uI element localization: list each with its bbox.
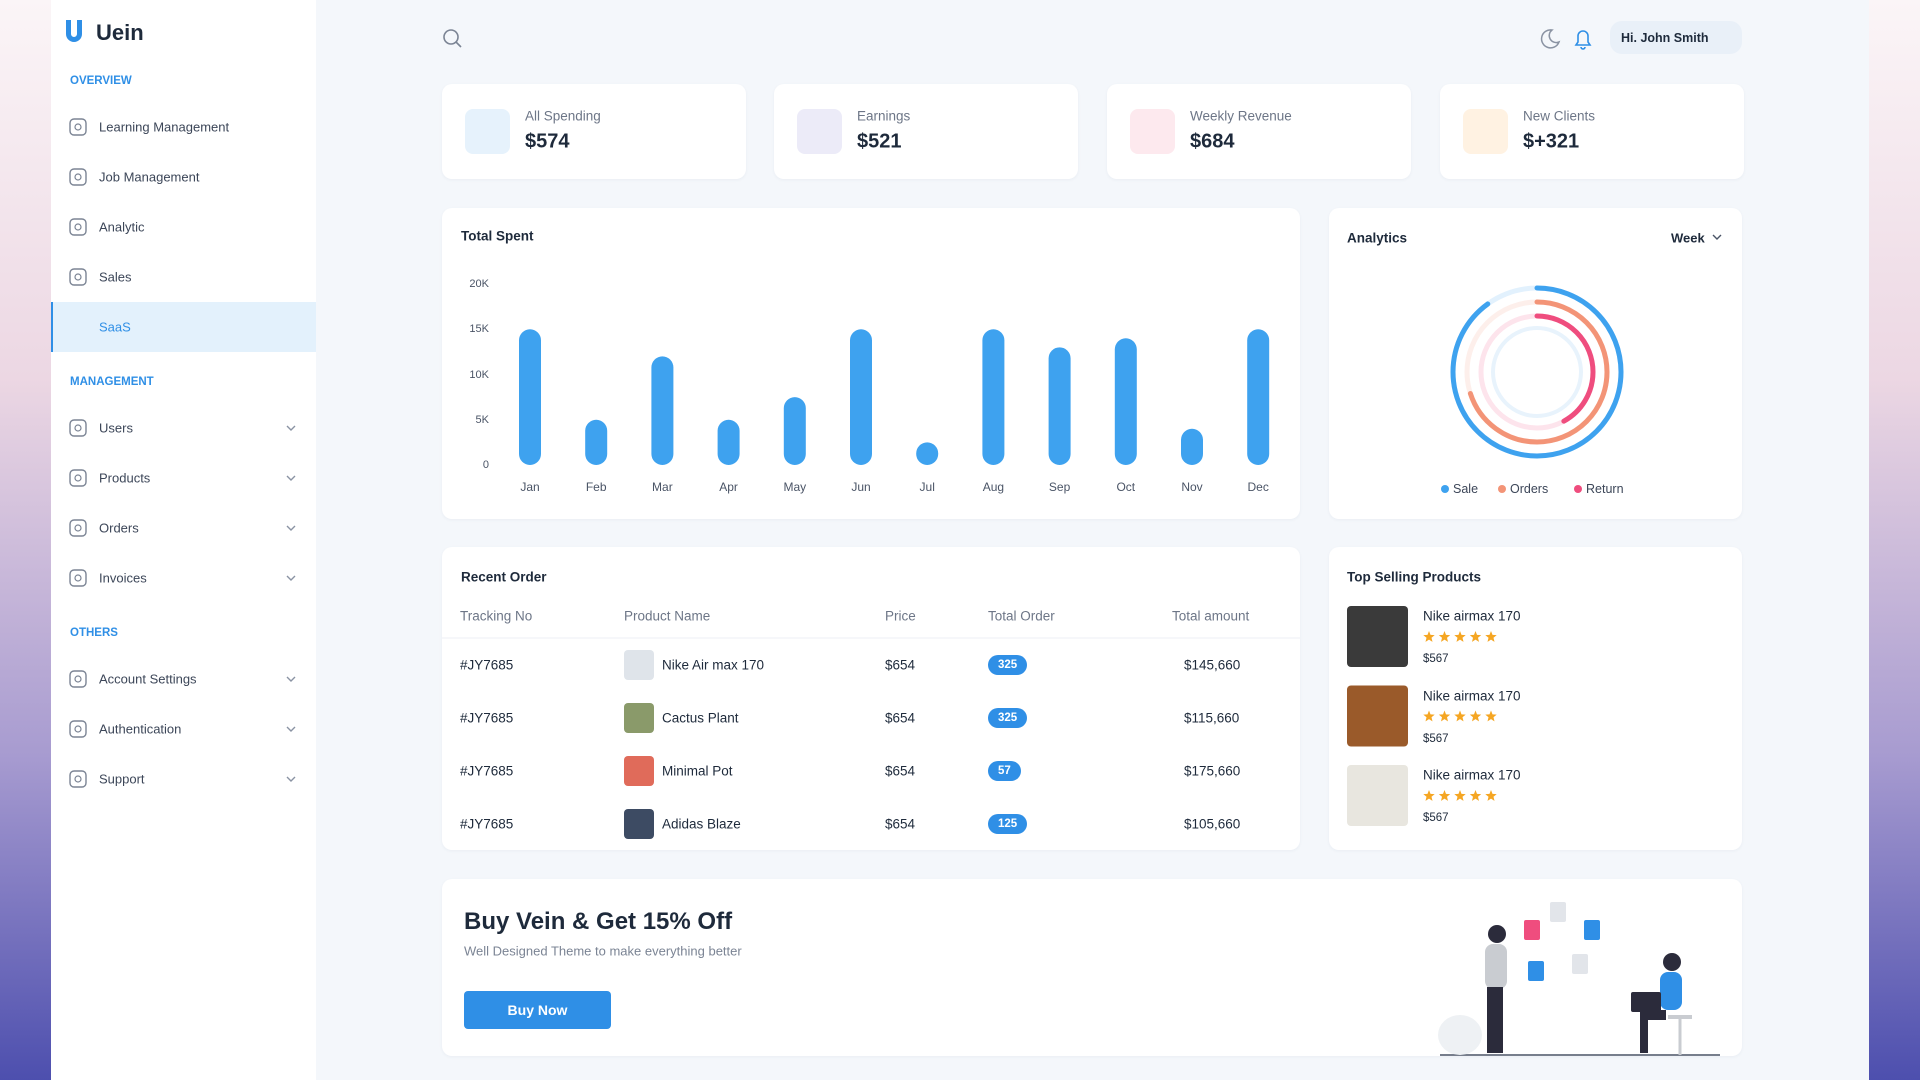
x-tick-label: Nov xyxy=(1181,480,1203,494)
nav-item[interactable]: Orders xyxy=(99,520,139,536)
stat-value: $684 xyxy=(1190,130,1235,153)
product-name: Nike airmax 170 xyxy=(1423,608,1521,624)
top-selling-card xyxy=(1329,547,1742,850)
period-select[interactable]: Week xyxy=(1671,230,1705,246)
product-name: Nike Air max 170 xyxy=(662,657,765,673)
nav-item[interactable]: Products xyxy=(99,470,151,486)
tracking-no: #JY7685 xyxy=(460,657,514,673)
nav-item[interactable]: Sales xyxy=(99,269,132,285)
total-spent-card xyxy=(442,208,1300,519)
y-tick-label: 5K xyxy=(475,413,489,426)
legend-label: Return xyxy=(1586,482,1624,496)
x-tick-label: Feb xyxy=(585,480,607,494)
nav-item[interactable]: Analytic xyxy=(99,219,145,235)
legend-label: Sale xyxy=(1453,482,1479,496)
product-name: Minimal Pot xyxy=(662,763,733,779)
column-header: Total amount xyxy=(1172,608,1250,624)
column-header: Tracking No xyxy=(460,608,533,624)
y-tick-label: 0 xyxy=(482,459,489,471)
stat-value: $+321 xyxy=(1523,130,1580,153)
banner-title: Buy Vein & Get 15% Off xyxy=(464,908,733,935)
analytics-card xyxy=(1329,208,1742,519)
price: $654 xyxy=(885,657,916,673)
order-badge: 125 xyxy=(988,814,1028,834)
y-tick-label: 15K xyxy=(469,323,489,336)
tracking-no: #JY7685 xyxy=(460,763,514,779)
x-tick-label: Apr xyxy=(719,480,738,494)
nav-item[interactable]: Job Management xyxy=(99,169,200,185)
total-amount: $105,660 xyxy=(1184,816,1241,832)
x-tick-label: May xyxy=(783,480,807,494)
order-badge: 325 xyxy=(988,708,1028,728)
stat-icon-box xyxy=(1130,109,1175,154)
x-tick-label: Mar xyxy=(652,480,673,494)
product-name: Nike airmax 170 xyxy=(1423,688,1521,703)
x-tick-label: Dec xyxy=(1247,480,1269,494)
user-pill[interactable] xyxy=(1610,21,1742,54)
x-tick-label: Jul xyxy=(919,480,935,494)
total-amount: $175,660 xyxy=(1184,763,1241,779)
sidebar xyxy=(51,0,316,1080)
y-tick-label: 20K xyxy=(469,278,489,290)
column-header: Price xyxy=(885,608,916,624)
product-price: $567 xyxy=(1423,812,1449,824)
nav-item[interactable]: Invoices xyxy=(99,570,147,586)
analytics-title: Analytics xyxy=(1347,230,1408,246)
top-selling-title: Top Selling Products xyxy=(1347,569,1482,585)
x-tick-label: Jun xyxy=(851,480,871,494)
stat-label: New Clients xyxy=(1523,108,1596,124)
stat-label: Weekly Revenue xyxy=(1190,108,1292,124)
stat-icon-box xyxy=(465,109,510,154)
section-heading: OVERVIEW xyxy=(70,75,132,87)
product-price: $567 xyxy=(1423,653,1449,665)
banner-subtitle: Well Designed Theme to make everything b… xyxy=(464,943,742,959)
price: $654 xyxy=(885,710,916,726)
order-badge: 325 xyxy=(988,655,1028,675)
nav-item[interactable]: Support xyxy=(99,771,145,787)
stat-icon-box xyxy=(797,109,842,154)
product-name: Adidas Blaze xyxy=(662,816,741,832)
product-name: Nike airmax 170 xyxy=(1423,767,1521,783)
stat-value: $521 xyxy=(857,130,902,153)
table-title: Recent Order xyxy=(461,569,547,585)
recent-order-card xyxy=(442,547,1300,850)
legend-label: Orders xyxy=(1510,482,1549,496)
column-header: Total Order xyxy=(988,608,1055,624)
banner-card xyxy=(442,879,1742,1056)
nav-item[interactable]: Authentication xyxy=(99,721,182,737)
price: $654 xyxy=(885,763,916,779)
product-price: $567 xyxy=(1423,732,1449,745)
active-highlight xyxy=(51,302,316,352)
chart-title: Total Spent xyxy=(461,228,534,244)
x-tick-label: Sep xyxy=(1048,480,1071,494)
nav-item[interactable]: Account Settings xyxy=(99,671,197,687)
order-badge: 57 xyxy=(988,761,1021,781)
x-tick-label: Oct xyxy=(1116,480,1136,494)
section-heading: OTHERS xyxy=(70,627,118,639)
total-amount: $115,660 xyxy=(1184,710,1240,726)
column-header: Product Name xyxy=(624,608,711,624)
product-name: Cactus Plant xyxy=(662,710,739,726)
x-tick-label: Aug xyxy=(982,480,1005,494)
x-tick-label: Jan xyxy=(520,480,540,494)
stat-label: Earnings xyxy=(857,108,911,124)
stat-icon-box xyxy=(1463,109,1508,154)
nav-item[interactable]: Users xyxy=(99,420,133,436)
tracking-no: #JY7685 xyxy=(460,816,514,832)
buy-now-button[interactable]: Buy Now xyxy=(464,991,611,1029)
user-greeting: Hi. John Smith xyxy=(1621,30,1709,45)
y-tick-label: 10K xyxy=(469,368,489,381)
price: $654 xyxy=(885,816,916,832)
stat-value: $574 xyxy=(525,130,570,153)
stat-label: All Spending xyxy=(525,108,601,124)
nav-item[interactable]: Learning Management xyxy=(99,119,230,135)
brand-name: Uein xyxy=(96,20,144,45)
total-amount: $145,660 xyxy=(1184,657,1241,673)
nav-item[interactable]: SaaS xyxy=(99,319,131,335)
section-heading: MANAGEMENT xyxy=(70,376,154,388)
tracking-no: #JY7685 xyxy=(460,710,514,726)
